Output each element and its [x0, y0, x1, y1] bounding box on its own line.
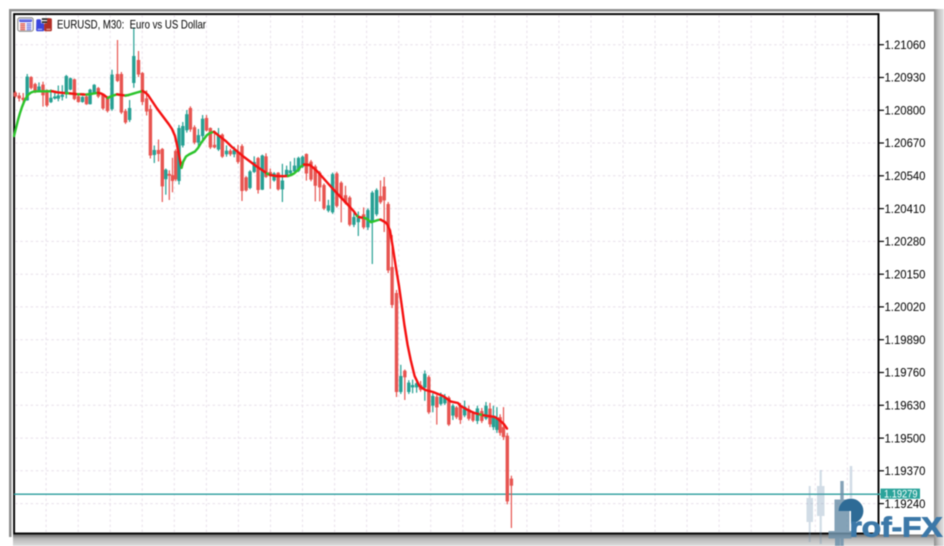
svg-text:1.20020: 1.20020: [885, 302, 926, 314]
svg-text:1.19630: 1.19630: [885, 401, 926, 413]
svg-text:1.19370: 1.19370: [885, 466, 926, 478]
svg-text:1.20540: 1.20540: [885, 171, 926, 183]
svg-text:1.19500: 1.19500: [885, 433, 926, 445]
svg-text:1.19240: 1.19240: [885, 499, 926, 511]
svg-text:1.20410: 1.20410: [885, 204, 926, 216]
svg-text:1.20930: 1.20930: [885, 73, 926, 85]
svg-text:1.20150: 1.20150: [885, 269, 926, 281]
svg-text:1.20800: 1.20800: [885, 106, 926, 118]
svg-text:1.21060: 1.21060: [885, 40, 926, 52]
svg-text:1.19890: 1.19890: [885, 335, 926, 347]
svg-text:EURUSD, M30: Euro vs US Dolla: EURUSD, M30: Euro vs US Dollar: [57, 18, 206, 32]
svg-text:1.19279: 1.19279: [884, 488, 918, 500]
svg-text:rof-FX: rof-FX: [850, 512, 944, 543]
svg-text:1.20280: 1.20280: [885, 237, 926, 249]
svg-text:1.19760: 1.19760: [885, 368, 926, 380]
svg-text:1.20670: 1.20670: [885, 138, 926, 150]
